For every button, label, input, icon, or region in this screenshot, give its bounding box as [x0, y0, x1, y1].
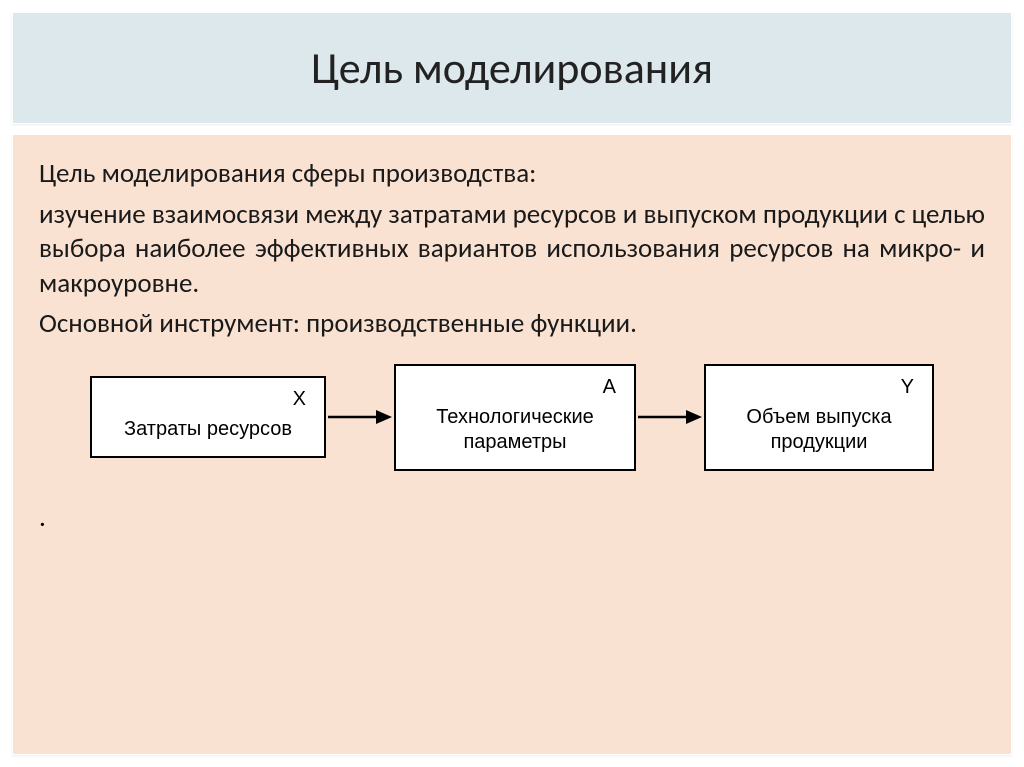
node-a: A Технологические параметры	[394, 364, 636, 471]
node-x-symbol: X	[104, 388, 312, 411]
node-x-label: Затраты ресурсов	[104, 417, 312, 442]
tool-text: Основной инструмент: производственные фу…	[39, 307, 985, 342]
arrow-1	[326, 407, 394, 427]
node-y-label: Объем выпуска продукции	[718, 405, 920, 455]
slide-title: Цель моделирования	[23, 41, 1001, 95]
body-text: изучение взаимосвязи между затратами рес…	[39, 198, 985, 302]
node-a-label: Технологические параметры	[408, 405, 622, 455]
slide: Цель моделирования Цель моделирования сф…	[12, 12, 1012, 755]
arrow-icon	[326, 407, 394, 427]
intro-text: Цель моделирования сферы производства:	[39, 157, 985, 192]
node-a-symbol: A	[408, 376, 622, 399]
content-panel: Цель моделирования сферы производства: и…	[12, 134, 1012, 755]
node-y-symbol: Y	[718, 376, 920, 399]
trailing-dot: .	[39, 501, 985, 534]
arrow-2	[636, 407, 704, 427]
node-x: X Затраты ресурсов	[90, 376, 326, 458]
arrow-icon	[636, 407, 704, 427]
flow-diagram: X Затраты ресурсов A Технологические пар…	[39, 364, 985, 471]
title-bar: Цель моделирования	[12, 12, 1012, 124]
node-y: Y Объем выпуска продукции	[704, 364, 934, 471]
